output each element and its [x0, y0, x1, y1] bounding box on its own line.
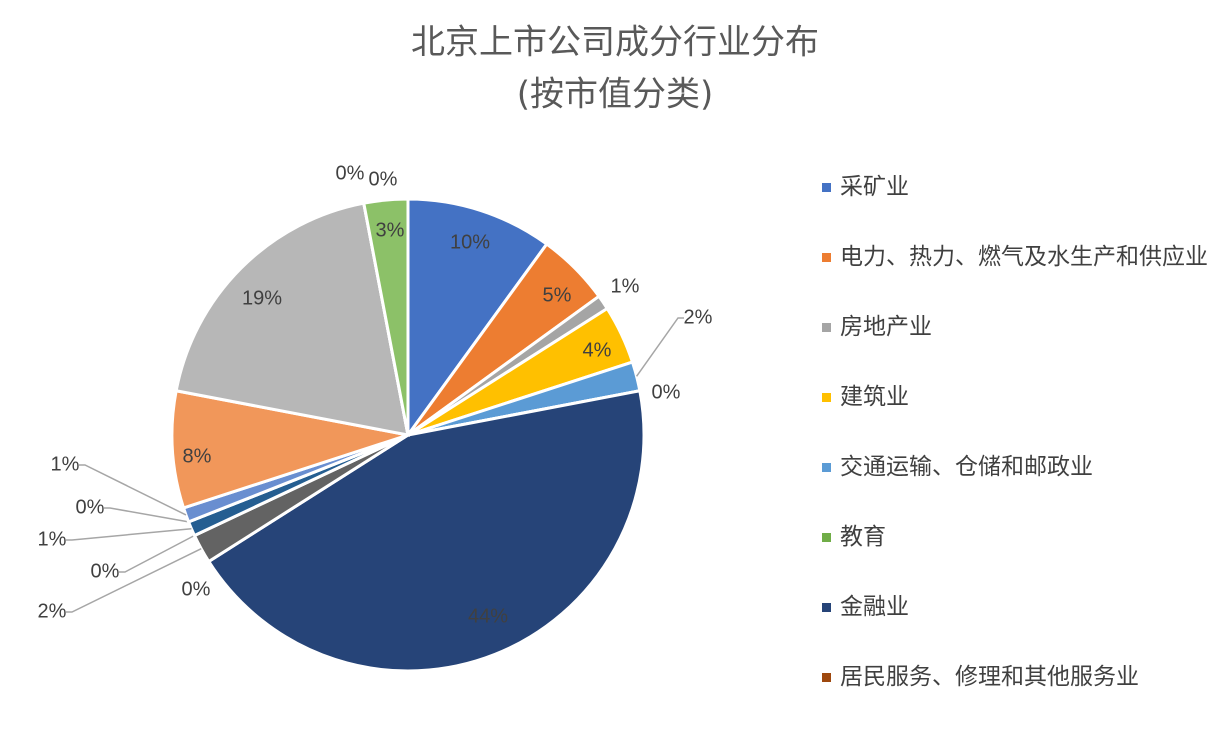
data-label: 1%: [611, 275, 640, 297]
leader-line: [79, 464, 187, 516]
data-label: 0%: [76, 496, 105, 518]
data-label: 1%: [51, 453, 80, 475]
data-label: 0%: [369, 168, 398, 190]
data-label: 44%: [468, 605, 508, 627]
leader-line: [66, 527, 192, 541]
legend-swatch: [822, 253, 831, 262]
legend-label: 金融业: [840, 594, 909, 620]
legend-swatch: [822, 323, 831, 332]
pie-slice: [362, 197, 410, 436]
legend-label: 采矿业: [840, 174, 909, 200]
legend-label: 教育: [840, 524, 886, 550]
legend-item: 房地产业: [822, 310, 1212, 344]
data-label: 0%: [182, 578, 211, 600]
data-label: 3%: [376, 219, 405, 241]
data-label: 10%: [450, 231, 490, 253]
chart-subtitle: (按市值分类): [517, 75, 714, 115]
pie-slice: [406, 197, 549, 440]
data-label: 0%: [336, 162, 365, 184]
leader-line: [119, 534, 195, 573]
legend-item: 金融业: [822, 590, 1212, 624]
data-label: 2%: [38, 600, 67, 622]
legend-item: 居民服务、修理和其他服务业: [822, 660, 1212, 694]
leader-line: [635, 317, 684, 377]
data-label: 8%: [183, 445, 212, 467]
legend-item: 教育: [822, 520, 1212, 554]
legend-label: 居民服务、修理和其他服务业: [840, 664, 1139, 690]
data-label: 0%: [652, 381, 681, 403]
pie-slice: [174, 201, 410, 437]
legend-item: 电力、热力、燃气及水生产和供应业: [822, 240, 1212, 274]
legend-swatch: [822, 393, 831, 402]
data-label: 5%: [543, 284, 572, 306]
legend-label: 建筑业: [840, 384, 909, 410]
legend-item: 建筑业: [822, 380, 1212, 414]
data-label: 4%: [583, 339, 612, 361]
legend-label: 交通运输、仓储和邮政业: [840, 454, 1093, 480]
pie-slice: [170, 389, 409, 510]
pie-slice: [206, 389, 646, 673]
data-label: 1%: [38, 528, 67, 550]
legend-item: 交通运输、仓储和邮政业: [822, 450, 1212, 484]
legend: 采矿业电力、热力、燃气及水生产和供应业 房地产业建筑业交通运输、仓储和邮政业 教育金…: [822, 170, 1212, 694]
legend-item: 采矿业: [822, 170, 1212, 204]
leader-line: [66, 548, 202, 613]
legend-swatch: [822, 603, 831, 612]
legend-swatch: [822, 673, 831, 682]
leader-line: [104, 507, 189, 523]
legend-label: 电力、热力、燃气及水生产和供应业: [840, 244, 1208, 270]
legend-swatch: [822, 183, 831, 192]
data-label: 19%: [242, 287, 282, 309]
data-label: 2%: [684, 306, 713, 328]
legend-swatch: [822, 463, 831, 472]
legend-label: 房地产业: [840, 314, 932, 340]
data-label: 0%: [91, 560, 120, 582]
legend-swatch: [822, 533, 831, 542]
chart-title: 北京上市公司成分行业分布: [411, 23, 819, 63]
